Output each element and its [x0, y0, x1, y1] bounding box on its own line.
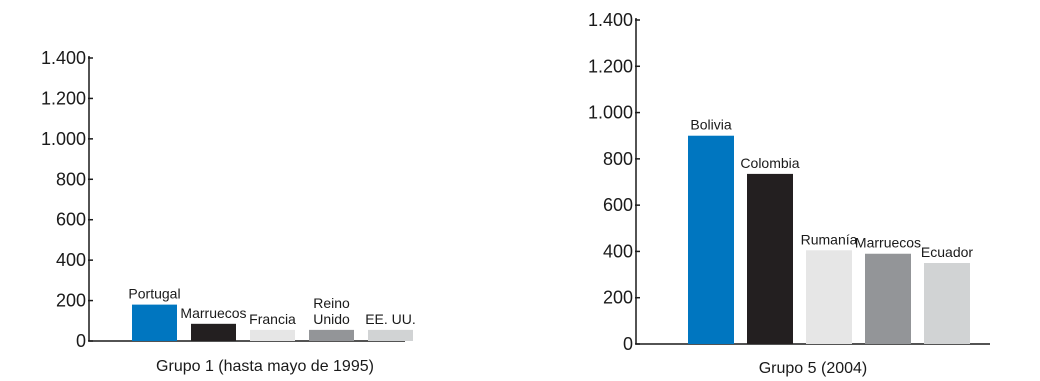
y-tick-label: 200	[603, 288, 633, 308]
y-tick-label: 400	[56, 250, 86, 270]
y-tick-label: 1.000	[588, 103, 633, 123]
bar-portugal	[132, 304, 177, 341]
x-axis-caption: Grupo 5 (2004)	[759, 360, 868, 377]
category-label: Ecuador	[921, 244, 973, 260]
category-label: Francia	[249, 311, 296, 327]
category-label: Bolivia	[690, 117, 731, 133]
y-tick-label: 1.400	[41, 48, 86, 68]
y-tick-label: 1.200	[41, 88, 86, 108]
y-tick-label: 1.400	[588, 10, 633, 30]
y-tick-label: 800	[56, 169, 86, 189]
y-tick-label: 1.200	[588, 56, 633, 76]
chart-2: 0 200 400 600 800 1.000 1.200 1.400 Bolivia Colom…	[588, 10, 990, 377]
bar-marruecos	[865, 253, 911, 344]
y-tick-label: 200	[56, 291, 86, 311]
category-label: EE. UU.	[365, 311, 416, 327]
bar-ee-uu-	[368, 329, 413, 341]
bar-bolivia	[688, 135, 734, 344]
category-label: Rumanía	[801, 231, 858, 247]
category-label: Portugal	[128, 286, 180, 302]
bar-reino-unido	[309, 329, 354, 341]
y-tick-label: 600	[56, 210, 86, 230]
category-label: Reino Unido	[313, 295, 350, 327]
bar-ecuador	[924, 263, 970, 344]
y-tick-label: 0	[623, 334, 633, 354]
category-label: Marruecos	[855, 235, 921, 251]
y-tick-label: 1.000	[41, 129, 86, 149]
category-label: Colombia	[740, 155, 799, 171]
y-tick-label: 0	[76, 331, 86, 351]
bar-colombia	[747, 173, 793, 344]
y-tick-label: 400	[603, 241, 633, 261]
x-axis-caption: Grupo 1 (hasta mayo de 1995)	[156, 358, 374, 375]
y-tick-label: 800	[603, 149, 633, 169]
bar-ruman-a	[806, 250, 852, 344]
category-label: Marruecos	[180, 305, 246, 321]
bar-francia	[250, 329, 295, 341]
y-tick-label: 600	[603, 195, 633, 215]
bar-marruecos	[191, 323, 236, 341]
chart-1: 0 200 400 600 800 1.000 1.200 1.400 PortugalMarr…	[41, 48, 416, 375]
